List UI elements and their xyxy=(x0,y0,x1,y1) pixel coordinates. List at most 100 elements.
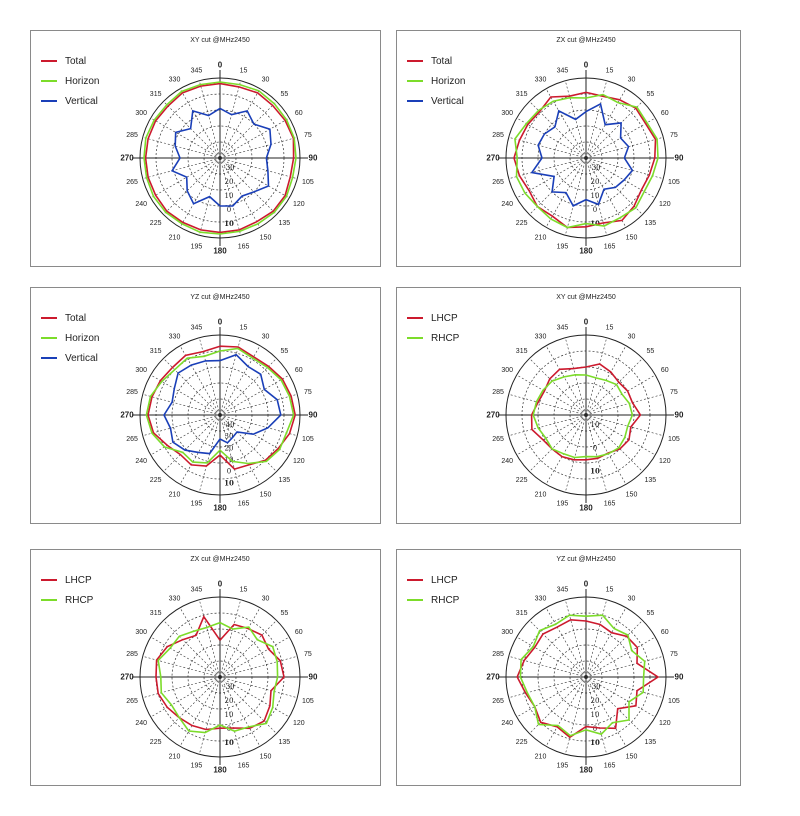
radial-tick-label: 10 xyxy=(225,711,234,719)
legend: Total Horizon Vertical xyxy=(407,51,465,111)
polar-svg: XY cut @MHz2450 0 15 30 55 60 75 90 105 120 135 150… xyxy=(486,294,684,513)
grid-spoke xyxy=(199,80,221,159)
legend-item-total: Total xyxy=(41,51,99,71)
grid-spoke xyxy=(565,599,587,678)
chart-title: ZX cut @MHz2450 xyxy=(556,37,615,44)
grid-spoke xyxy=(508,137,587,159)
legend-swatch xyxy=(41,317,57,319)
angle-tick-label: 195 xyxy=(191,243,203,250)
legend-swatch xyxy=(41,599,57,601)
radial-tick-label: 10 xyxy=(224,478,234,487)
legend-item-vertical: Vertical xyxy=(41,348,99,368)
polar-chart-xy-cut-total: XY cut @MHz2450 0 15 30 55 60 75 90 105 120 135 150… xyxy=(30,30,381,267)
grid-spoke xyxy=(179,676,221,747)
angle-tick-label: 60 xyxy=(295,110,303,117)
angle-tick-label: 120 xyxy=(293,720,305,727)
angle-tick-label: 0 xyxy=(584,580,589,589)
angle-tick-label: 120 xyxy=(293,201,305,208)
angle-tick-label: 150 xyxy=(626,753,638,760)
angle-tick-label: 55 xyxy=(646,91,654,98)
grid-spoke xyxy=(219,80,241,159)
grid-spoke xyxy=(565,337,587,416)
angle-tick-label: 345 xyxy=(191,325,203,332)
angle-tick-label: 60 xyxy=(295,629,303,636)
angle-tick-label: 210 xyxy=(535,491,547,498)
grid-spoke xyxy=(585,599,607,678)
angle-tick-label: 60 xyxy=(661,629,669,636)
angle-tick-label: 180 xyxy=(579,247,593,256)
angle-tick-label: 180 xyxy=(213,247,227,256)
grid-spoke xyxy=(219,414,290,456)
polar-chart-yz-cut-total: YZ cut @MHz2450 0 15 30 55 60 75 90 105 120 135 150… xyxy=(30,287,381,524)
angle-tick-label: 165 xyxy=(604,243,616,250)
angle-tick-label: 315 xyxy=(516,610,528,617)
legend-label: RHCP xyxy=(431,332,460,344)
grid-spoke xyxy=(179,414,221,485)
angle-tick-label: 270 xyxy=(120,154,134,163)
grid-spoke xyxy=(585,157,607,236)
radial-tick-label: -30 xyxy=(223,164,234,172)
grid-spoke xyxy=(219,636,290,678)
legend-label: LHCP xyxy=(65,574,92,586)
grid-spoke xyxy=(529,358,587,416)
legend-swatch xyxy=(407,579,423,581)
series-line-rhcp xyxy=(157,621,279,734)
angle-tick-label: 265 xyxy=(126,698,138,705)
angle-tick-label: 285 xyxy=(492,389,504,396)
series-line-lhcp xyxy=(530,363,642,461)
angle-tick-label: 0 xyxy=(218,61,223,70)
series-line-total xyxy=(144,82,295,234)
radial-tick-label: 10 xyxy=(590,467,600,476)
radial-tick-label: 10 xyxy=(225,192,234,200)
series-line-horizon xyxy=(514,93,659,229)
angle-tick-label: 105 xyxy=(302,698,314,705)
angle-tick-label: 15 xyxy=(240,587,248,594)
angle-tick-label: 75 xyxy=(670,389,678,396)
legend-swatch xyxy=(407,599,423,601)
angle-tick-label: 315 xyxy=(516,348,528,355)
legend-item-horizon: Horizon xyxy=(407,71,465,91)
legend-label: Horizon xyxy=(431,75,466,87)
grid-spoke xyxy=(585,676,607,755)
radial-tick-label: 0 xyxy=(593,206,597,214)
legend-swatch xyxy=(407,337,423,339)
legend: LHCP RHCP xyxy=(41,570,93,610)
grid-spoke xyxy=(219,345,261,416)
grid-spoke xyxy=(585,636,656,678)
angle-tick-label: 60 xyxy=(661,110,669,117)
angle-tick-label: 270 xyxy=(486,411,500,420)
grid-spoke xyxy=(199,599,221,678)
angle-tick-label: 285 xyxy=(492,132,504,139)
grid-spoke xyxy=(545,676,587,747)
radial-tick-label: 0 xyxy=(227,468,231,476)
grid-spoke xyxy=(142,157,221,179)
angle-tick-label: 240 xyxy=(501,201,513,208)
grid-spoke xyxy=(585,374,656,416)
angle-tick-label: 75 xyxy=(304,132,312,139)
angle-tick-label: 210 xyxy=(535,234,547,241)
legend-swatch xyxy=(407,60,423,62)
angle-tick-label: 345 xyxy=(557,587,569,594)
angle-tick-label: 180 xyxy=(579,766,593,775)
angle-tick-label: 270 xyxy=(486,154,500,163)
radial-tick-label: 10 xyxy=(224,738,234,747)
angle-tick-label: 15 xyxy=(240,325,248,332)
angle-tick-label: 265 xyxy=(126,179,138,186)
angle-tick-label: 90 xyxy=(675,673,684,682)
angle-tick-label: 265 xyxy=(492,436,504,443)
angle-tick-label: 195 xyxy=(557,762,569,769)
grid-spoke xyxy=(163,676,221,734)
grid-spoke xyxy=(585,414,643,472)
angle-tick-label: 265 xyxy=(126,436,138,443)
angle-tick-label: 30 xyxy=(262,334,270,341)
grid-spoke xyxy=(179,157,221,228)
grid-spoke xyxy=(585,414,664,436)
angle-tick-label: 135 xyxy=(279,739,291,746)
grid-spoke xyxy=(150,374,221,416)
angle-tick-label: 150 xyxy=(260,753,272,760)
angle-tick-label: 285 xyxy=(126,651,138,658)
angle-tick-label: 55 xyxy=(280,91,288,98)
polar-chart-yz-cut-circular: YZ cut @MHz2450 0 15 30 55 60 75 90 105 120 135 150… xyxy=(396,549,741,786)
angle-tick-label: 55 xyxy=(646,610,654,617)
angle-tick-label: 315 xyxy=(150,610,162,617)
